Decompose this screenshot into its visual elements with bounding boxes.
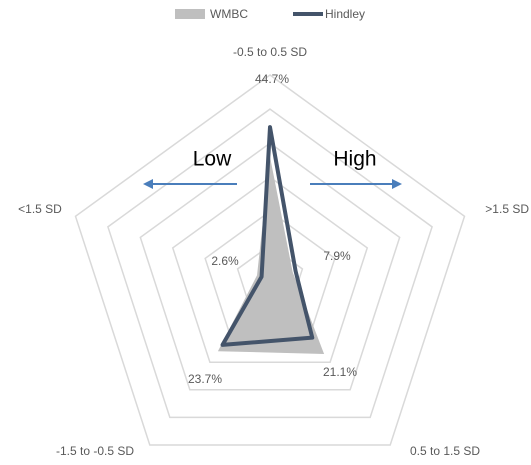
legend-label: Hindley — [325, 7, 365, 21]
line — [220, 125, 315, 347]
grid-ring — [74, 74, 466, 446]
annotation: Low — [193, 148, 232, 171]
data-label: 7.9% — [323, 249, 351, 263]
category-label: >1.5 SD — [485, 202, 529, 216]
category-label: <1.5 SD — [18, 202, 62, 216]
data-label: 2.6% — [211, 254, 239, 268]
data-label: 21.1% — [323, 365, 357, 379]
legend-swatch — [175, 9, 205, 19]
category-label: 0.5 to 1.5 SD — [410, 444, 480, 458]
grid-ring — [139, 142, 401, 391]
data-label: 44.7% — [255, 72, 289, 86]
legend-label: WMBC — [210, 7, 248, 21]
category-label: -1.5 to -0.5 SD — [56, 444, 134, 458]
annotation: High — [333, 148, 376, 171]
data-label: 23.7% — [188, 372, 222, 386]
grid-ring — [171, 176, 369, 363]
category-label: -0.5 to 0.5 SD — [233, 45, 307, 59]
grid-ring — [107, 108, 433, 419]
